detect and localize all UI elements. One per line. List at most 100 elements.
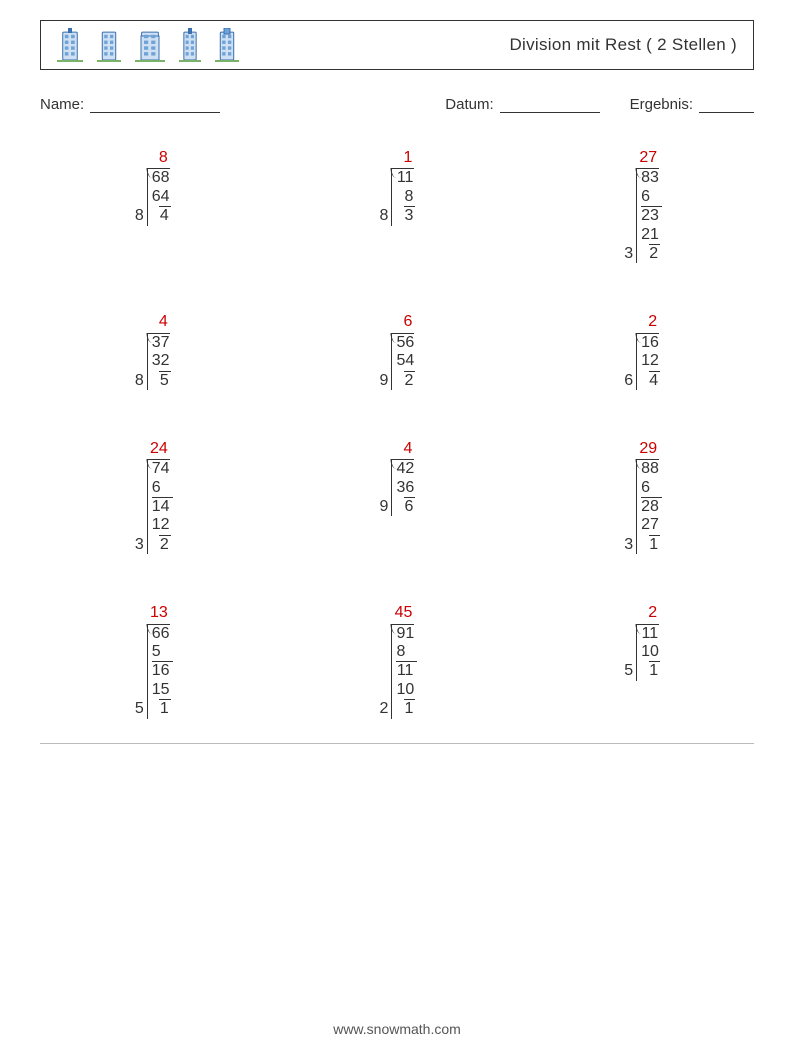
step-result: 2 <box>641 245 660 263</box>
building-icon <box>215 28 239 62</box>
problem: 5 211101 <box>529 604 754 718</box>
dividend: 56 <box>396 334 415 352</box>
dividend: 16 <box>641 334 660 352</box>
step-result: 1 <box>396 700 415 718</box>
problem: 811183 <box>285 149 510 263</box>
name-blank[interactable] <box>90 97 220 114</box>
quotient: 45 <box>391 604 414 624</box>
quotient: 4 <box>391 440 414 460</box>
divisor: 5 <box>624 662 636 680</box>
problems-grid: 8868644811183327836232128437325965654262… <box>40 149 754 719</box>
dividend: 74 <box>152 460 171 478</box>
meta-name: Name: <box>40 96 220 113</box>
step-subtrahend: 12 <box>641 352 660 370</box>
divisor: 6 <box>624 372 636 390</box>
quotient: 27 <box>636 149 659 169</box>
step-result: 4 <box>152 207 171 225</box>
step-subtrahend: 27 <box>641 516 660 534</box>
problem: 3 298862827 1 <box>529 440 754 554</box>
dividend: 68 <box>152 169 171 187</box>
building-icon <box>57 28 83 62</box>
step-result: 3 <box>396 207 415 225</box>
step-subtrahend: 5 <box>152 643 171 661</box>
dividend: 42 <box>396 460 415 478</box>
quotient: 2 <box>636 604 659 624</box>
building-icon <box>179 28 201 62</box>
step-result: 2 <box>152 536 171 554</box>
building-icon <box>135 28 165 62</box>
step-subtrahend: 6 <box>641 188 660 206</box>
quotient: 29 <box>636 440 659 460</box>
quotient: 1 <box>391 149 414 169</box>
step-subtrahend: 32 <box>152 352 171 370</box>
step-subtrahend: 10 <box>641 643 660 661</box>
step-result: 1 <box>641 536 660 554</box>
problem: 51366516151 <box>40 604 265 718</box>
divisor: 5 <box>135 700 147 718</box>
meta-right: Datum: Ergebnis: <box>445 96 754 113</box>
step-subtrahend: 8 <box>396 188 415 206</box>
step-subtrahend: 6 <box>152 479 171 497</box>
footer-text: www.snowmath.com <box>40 1007 754 1043</box>
worksheet-page: Division mit Rest ( 2 Stellen ) Name: Da… <box>0 0 794 1053</box>
divisor: 3 <box>624 536 636 554</box>
date-label: Datum: <box>445 96 493 113</box>
dividend: 11 <box>641 625 660 643</box>
problem: 3 2783623212 <box>529 149 754 263</box>
step-subtrahend: 21 <box>641 226 660 244</box>
divisor: 3 <box>624 245 636 263</box>
step-subtrahend: 64 <box>152 188 171 206</box>
step-subtrahend: 8 <box>396 643 415 661</box>
quotient: 24 <box>147 440 170 460</box>
result-label: Ergebnis: <box>630 96 693 113</box>
problem: 9 442366 <box>285 440 510 554</box>
name-label: Name: <box>40 96 84 113</box>
date-blank[interactable] <box>500 97 600 114</box>
divisor: 8 <box>380 207 392 225</box>
step-subtrahend: 10 <box>396 681 415 699</box>
step-subtrahend: 15 <box>152 681 171 699</box>
divisor: 9 <box>380 372 392 390</box>
quotient: 13 <box>147 604 170 624</box>
divisor: 8 <box>135 372 147 390</box>
step-subtrahend: 36 <box>396 479 415 497</box>
dividend: 37 <box>152 334 171 352</box>
dividend: 66 <box>152 625 171 643</box>
step-result: 1 <box>641 662 660 680</box>
quotient: 6 <box>391 313 414 333</box>
step-result: 28 <box>641 498 660 516</box>
dividend: 83 <box>641 169 660 187</box>
problem: 3 247461412 2 <box>40 440 265 554</box>
step-subtrahend: 54 <box>396 352 415 370</box>
divisor: 8 <box>135 207 147 225</box>
step-result: 6 <box>396 498 415 516</box>
step-result: 14 <box>152 498 171 516</box>
divisor: 9 <box>380 498 392 516</box>
building-icons <box>57 28 239 62</box>
step-subtrahend: 6 <box>641 479 660 497</box>
result-blank[interactable] <box>699 97 754 114</box>
quotient: 2 <box>636 313 659 333</box>
quotient: 4 <box>147 313 170 333</box>
quotient: 8 <box>147 149 170 169</box>
meta-row: Name: Datum: Ergebnis: <box>40 96 754 113</box>
dividend: 88 <box>641 460 660 478</box>
header-box: Division mit Rest ( 2 Stellen ) <box>40 20 754 70</box>
divisor: 2 <box>380 700 392 718</box>
step-result: 11 <box>396 662 415 680</box>
problem: 8437325 <box>40 313 265 390</box>
dividend: 11 <box>396 169 415 187</box>
problem: 6 21612 4 <box>529 313 754 390</box>
step-result: 16 <box>152 662 171 680</box>
problem: 2 4591811101 <box>285 604 510 718</box>
dividend: 91 <box>396 625 415 643</box>
step-result: 23 <box>641 207 660 225</box>
step-result: 2 <box>396 372 415 390</box>
divisor: 3 <box>135 536 147 554</box>
footer-rule <box>40 743 754 744</box>
step-result: 4 <box>641 372 660 390</box>
step-result: 1 <box>152 700 171 718</box>
building-icon <box>97 28 121 62</box>
step-subtrahend: 12 <box>152 516 171 534</box>
problem: 8868644 <box>40 149 265 263</box>
